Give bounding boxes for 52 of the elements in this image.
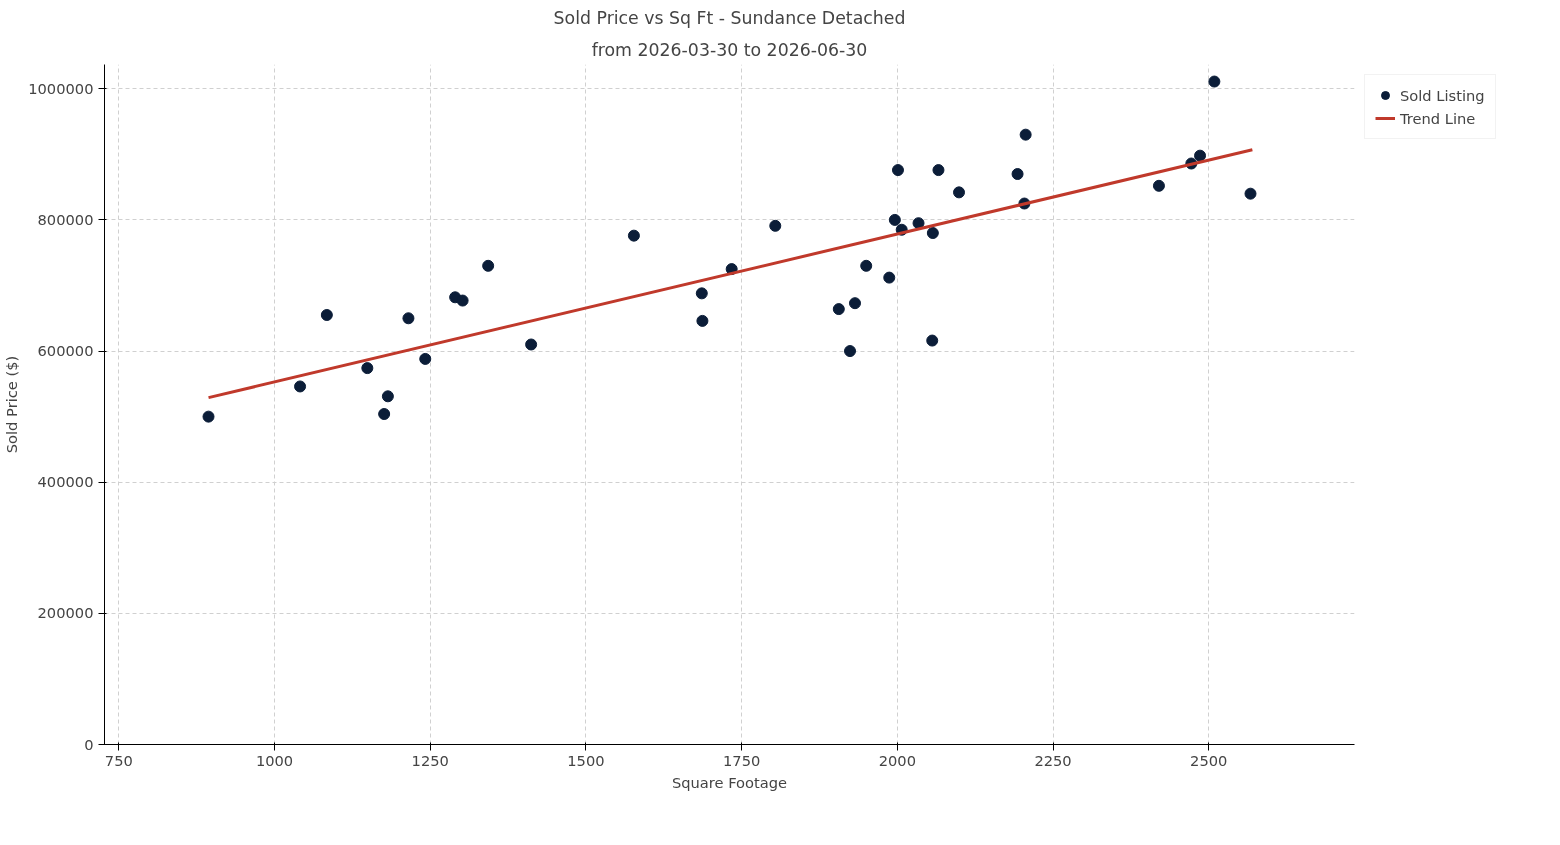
legend-label: Trend Line xyxy=(1400,109,1476,127)
point xyxy=(381,390,394,403)
point xyxy=(844,345,857,358)
point xyxy=(1152,179,1165,192)
point xyxy=(202,410,215,423)
point xyxy=(1019,128,1032,141)
x-tick-label: 1250 xyxy=(411,751,449,769)
chart-subtitle: from 2026-03-30 to 2026-06-30 xyxy=(591,39,868,60)
point xyxy=(696,314,709,327)
point xyxy=(482,259,495,272)
point xyxy=(378,408,391,420)
point xyxy=(1208,75,1221,88)
point xyxy=(888,213,901,226)
point xyxy=(953,186,966,199)
point xyxy=(456,294,469,307)
point xyxy=(1244,187,1257,200)
point xyxy=(361,362,374,375)
point xyxy=(883,271,896,284)
point xyxy=(849,297,861,310)
x-axis-title: Square Footage xyxy=(671,773,788,791)
y-tick-label: 1000000 xyxy=(28,79,94,97)
y-tick-label: 600000 xyxy=(37,342,94,360)
point xyxy=(832,303,845,316)
point xyxy=(294,380,307,393)
x-tick-label: 2250 xyxy=(1034,751,1072,769)
point xyxy=(402,312,415,325)
point xyxy=(891,164,904,177)
y-tick-label: 200000 xyxy=(37,604,94,622)
x-tick-label: 1500 xyxy=(567,751,605,769)
point xyxy=(932,164,945,177)
point xyxy=(419,352,432,365)
chart-title: Sold Price vs Sq Ft - Sundance Detached xyxy=(553,7,906,28)
x-tick-label: 1000 xyxy=(255,751,294,769)
point xyxy=(627,229,640,242)
x-tick-label: 1750 xyxy=(723,751,761,769)
point xyxy=(1011,168,1024,180)
x-tick-label: 750 xyxy=(104,751,133,769)
y-tick-label: 400000 xyxy=(37,473,94,491)
point xyxy=(860,259,873,272)
point xyxy=(1194,149,1207,162)
y-tick-label: 0 xyxy=(84,735,94,753)
y-axis-title: Sold Price ($) xyxy=(3,355,21,454)
y-tick-label: 800000 xyxy=(37,210,94,228)
point xyxy=(926,227,939,240)
legend-label: Sold Listing xyxy=(1400,86,1485,104)
x-tick-label: 2500 xyxy=(1190,751,1228,769)
point xyxy=(926,334,939,347)
point xyxy=(525,338,538,351)
point xyxy=(695,287,708,300)
point xyxy=(320,309,333,321)
point xyxy=(769,219,782,232)
x-tick-label: 2000 xyxy=(878,751,917,769)
